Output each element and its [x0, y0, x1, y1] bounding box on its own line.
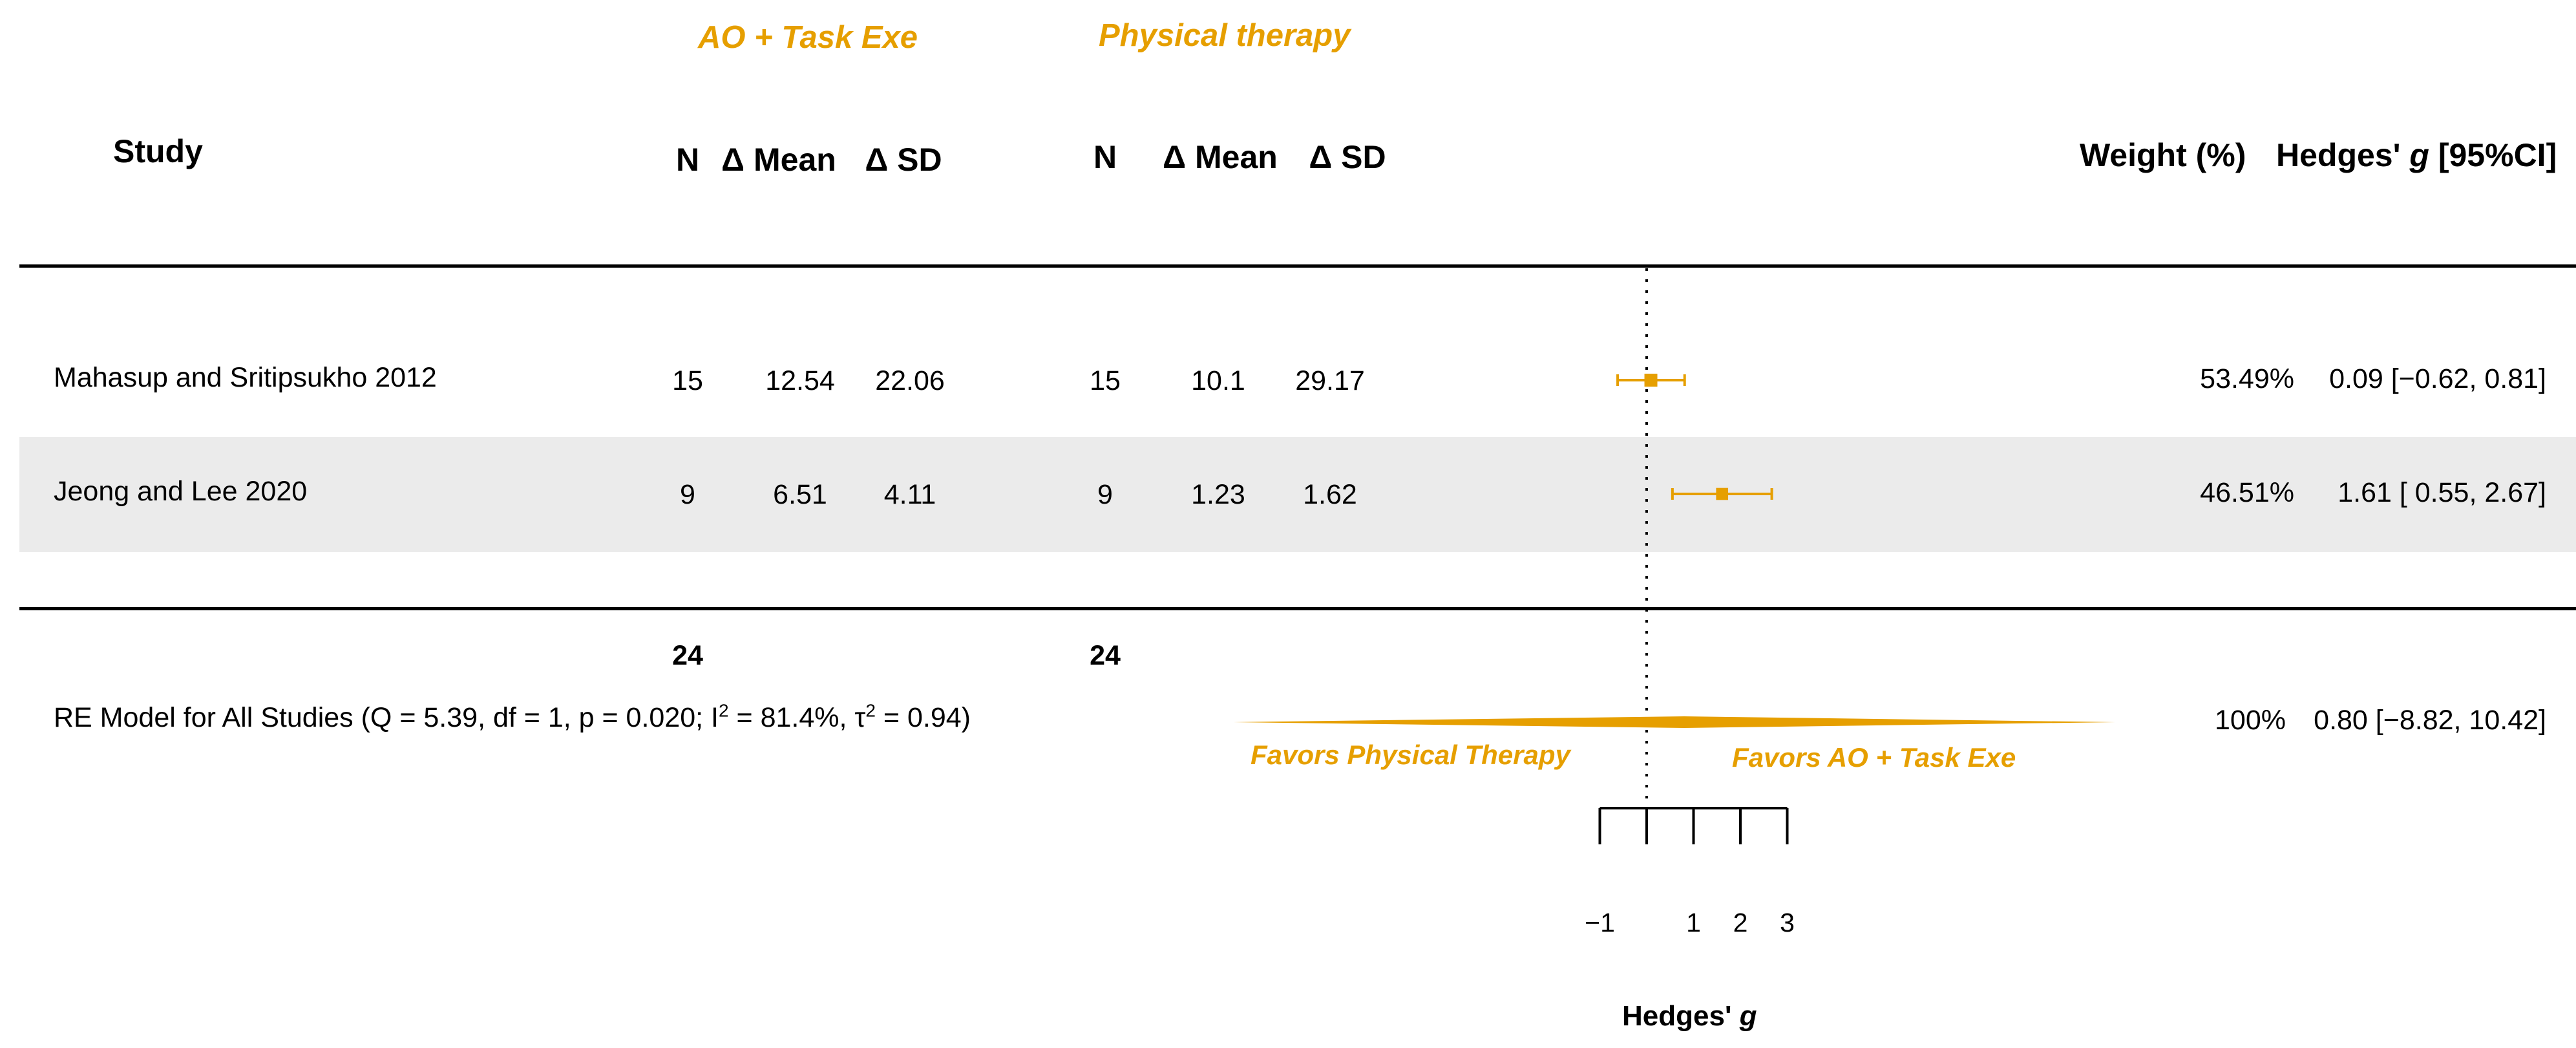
summary-ci: 0.80 [−8.82, 10.42]: [2314, 705, 2546, 736]
favors-right-label: Favors AO + Task Exe: [1732, 742, 2016, 773]
total-c-n: 24: [1090, 640, 1121, 671]
study-t-sd: 4.11: [883, 479, 936, 510]
effect-header: Hedges' g [95%CI]: [2276, 137, 2557, 173]
treatment-group-title: AO + Task Exe: [698, 20, 918, 55]
study-weight: 53.49%: [2200, 363, 2294, 394]
study-ci: 1.61 [ 0.55, 2.67]: [2338, 477, 2546, 508]
control-group-title: Physical therapy: [1099, 18, 1351, 53]
study-c-sd: 29.17: [1295, 365, 1365, 396]
study-c-sd: 1.62: [1303, 479, 1357, 510]
favors-left-label: Favors Physical Therapy: [1251, 740, 1570, 770]
treatment-n-header: N: [675, 142, 700, 178]
summary-rule: [19, 607, 2576, 610]
study-c-n: 9: [1097, 479, 1113, 510]
study-name: Mahasup and Sritipsukho 2012: [54, 362, 437, 393]
x-tick-label: 1: [1686, 908, 1701, 937]
row-shading: [19, 437, 2576, 552]
summary-label: RE Model for All Studies (Q = 5.39, df =…: [54, 700, 971, 733]
x-axis-title: Hedges' g: [1622, 1000, 1757, 1032]
control-mean-header: Δ Mean: [1163, 139, 1278, 175]
x-tick-label: 2: [1733, 908, 1748, 937]
control-sd-header: Δ SD: [1309, 139, 1386, 175]
study-c-mean: 10.1: [1191, 365, 1245, 396]
study-c-n: 15: [1090, 365, 1121, 396]
study-t-sd: 22.06: [875, 365, 945, 396]
treatment-sd-header: Δ SD: [865, 142, 942, 178]
study-t-n: 15: [672, 365, 703, 396]
summary-diamond: [1233, 716, 2115, 728]
header-rule: [19, 264, 2576, 268]
study-name: Jeong and Lee 2020: [54, 476, 308, 507]
control-n-header: N: [1093, 139, 1117, 175]
point-estimate: [1716, 487, 1729, 500]
study-t-n: 9: [680, 479, 695, 510]
x-tick-label: 3: [1780, 908, 1795, 937]
x-tick-label: −1: [1585, 908, 1615, 937]
study-t-mean: 6.51: [773, 479, 827, 510]
treatment-mean-header: Δ Mean: [721, 142, 836, 178]
study-weight: 46.51%: [2200, 477, 2294, 508]
weight-header: Weight (%): [2080, 137, 2246, 173]
study-ci: 0.09 [−0.62, 0.81]: [2329, 363, 2546, 394]
study-header: Study: [113, 133, 203, 169]
summary-weight: 100%: [2215, 705, 2286, 736]
point-estimate: [1644, 374, 1658, 387]
study-t-mean: 12.54: [765, 365, 835, 396]
study-c-mean: 1.23: [1191, 479, 1245, 510]
total-t-n: 24: [672, 640, 703, 671]
